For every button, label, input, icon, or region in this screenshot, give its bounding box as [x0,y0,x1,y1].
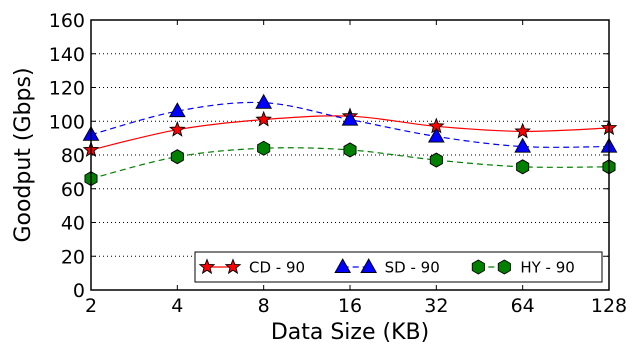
data-point-hy-90 [343,142,357,158]
data-point-sd-90 [341,110,359,126]
data-point-hy-90 [516,159,530,175]
data-point-hy-90 [429,152,443,168]
series-layer [82,93,618,187]
x-tick-label: 64 [511,295,535,317]
legend-label: SD - 90 [385,259,440,277]
legend-box [194,251,603,283]
axis-ticks: 0 20 40 60 80 100 120 140 160 2 4 8 16 32 64 128 [49,10,627,317]
x-tick-label: 16 [338,295,362,317]
data-point-hy-90 [257,140,271,156]
series-hy-90 [84,140,616,187]
x-tick-label: 32 [424,295,448,317]
legend-label: CD - 90 [249,259,305,277]
x-axis-title: Data Size (KB) [271,320,429,345]
data-point-sd-90 [514,137,532,153]
y-tick-label: 160 [49,10,85,32]
x-tick-label: 4 [171,295,183,317]
legend-marker [198,258,216,275]
legend-marker [334,258,352,274]
data-point-sd-90 [168,102,186,118]
legend-marker [497,259,511,275]
legend-item-hy-90: HY - 90 [471,259,575,277]
x-tick-label: 8 [258,295,270,317]
y-tick-label: 40 [61,213,85,235]
legend-item-sd-90: SD - 90 [334,258,440,277]
legend-marker [224,258,242,275]
x-tick-label: 2 [85,295,97,317]
data-point-hy-90 [170,149,184,165]
legend-marker [360,258,378,274]
y-tick-label: 60 [61,179,85,201]
y-tick-label: 80 [61,145,85,167]
y-tick-label: 120 [49,78,85,100]
legend-item-cd-90: CD - 90 [198,258,305,277]
data-point-cd-90 [169,120,186,137]
y-tick-label: 100 [49,111,85,133]
y-tick-label: 0 [73,280,85,302]
legend-label: HY - 90 [520,259,574,277]
data-point-sd-90 [255,93,273,109]
y-tick-label: 140 [49,44,85,66]
data-point-sd-90 [427,127,445,143]
legend: CD - 90 SD - 90 HY - 90 [194,251,603,283]
data-point-cd-90 [514,122,531,139]
y-tick-label: 20 [61,246,85,268]
data-point-cd-90 [255,110,272,127]
x-tick-label: 128 [591,295,627,317]
y-axis-title: Goodput (Gbps) [11,67,36,242]
legend-marker [471,259,485,275]
